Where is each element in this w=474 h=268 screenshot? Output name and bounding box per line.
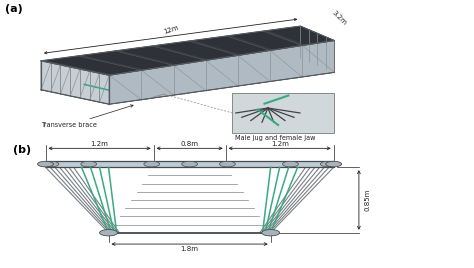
Polygon shape: [226, 35, 274, 50]
Text: 1.2m: 1.2m: [271, 141, 289, 147]
Text: 12m: 12m: [162, 24, 179, 35]
Polygon shape: [263, 30, 306, 46]
Circle shape: [326, 161, 342, 167]
Polygon shape: [109, 40, 335, 104]
Polygon shape: [189, 40, 242, 55]
Polygon shape: [41, 60, 113, 75]
Polygon shape: [232, 93, 335, 133]
Text: Male jug and female jaw: Male jug and female jaw: [236, 135, 316, 141]
Circle shape: [283, 161, 299, 167]
Polygon shape: [78, 55, 145, 70]
Text: 1.8m: 1.8m: [181, 246, 199, 252]
Text: 3.2m: 3.2m: [331, 10, 348, 27]
Circle shape: [100, 230, 118, 236]
Text: Transverse brace: Transverse brace: [41, 105, 133, 128]
Text: 1.2m: 1.2m: [91, 141, 109, 147]
Circle shape: [320, 161, 336, 167]
Circle shape: [262, 230, 280, 236]
Polygon shape: [301, 26, 335, 72]
Polygon shape: [152, 45, 210, 60]
Polygon shape: [41, 58, 335, 104]
Text: (a): (a): [5, 4, 23, 14]
Circle shape: [37, 161, 54, 167]
Circle shape: [43, 161, 59, 167]
Polygon shape: [41, 26, 335, 75]
Circle shape: [219, 161, 236, 167]
Text: (b): (b): [13, 144, 31, 155]
Polygon shape: [46, 161, 334, 167]
Text: 0.8m: 0.8m: [181, 141, 199, 147]
Circle shape: [144, 161, 160, 167]
Circle shape: [182, 161, 198, 167]
Polygon shape: [41, 61, 109, 104]
Polygon shape: [115, 50, 177, 65]
Circle shape: [81, 161, 97, 167]
Text: 0.85m: 0.85m: [365, 189, 370, 211]
